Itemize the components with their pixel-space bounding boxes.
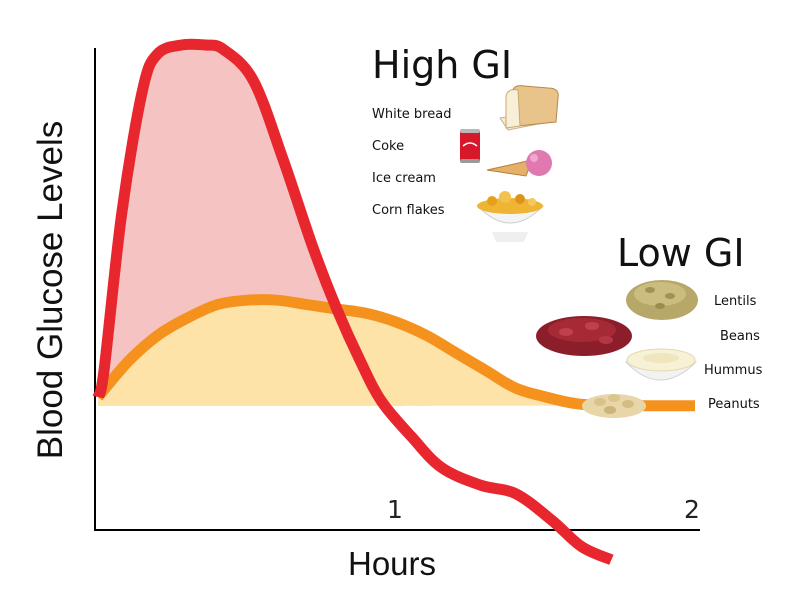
peanuts-pile-icon <box>582 394 646 418</box>
food-label-hummus: Hummus <box>704 363 763 378</box>
high-gi-legend: High GI White bread Coke Ice cream Corn … <box>372 43 559 242</box>
low-gi-title: Low GI <box>617 231 745 275</box>
coke-can-icon <box>460 129 480 163</box>
lentils-pile-icon <box>626 280 698 320</box>
food-label-lentils: Lentils <box>714 294 757 309</box>
x-tick-label-2: 2 <box>684 495 700 524</box>
y-axis-label: Blood Glucose Levels <box>31 121 70 460</box>
corn-flakes-bowl-icon <box>476 191 545 242</box>
x-tick-label-1: 1 <box>387 495 403 524</box>
low-gi-legend: Low GI Lentils Beans Hummus Peanuts <box>536 231 763 418</box>
beans-pile-icon <box>536 316 632 356</box>
low-gi-area <box>98 299 695 406</box>
hummus-bowl-icon <box>624 348 698 381</box>
high-gi-line <box>92 38 614 565</box>
food-label-corn-flakes: Corn flakes <box>372 203 445 218</box>
x-axis-label: Hours <box>348 545 436 582</box>
food-label-beans: Beans <box>720 329 760 344</box>
high-gi-title: High GI <box>372 43 512 87</box>
food-label-white-bread: White bread <box>372 107 451 122</box>
food-label-ice-cream: Ice cream <box>372 171 436 186</box>
white-bread-icon <box>499 85 559 131</box>
food-label-peanuts: Peanuts <box>708 397 760 412</box>
food-label-coke: Coke <box>372 139 404 154</box>
ice-cream-cone-icon <box>486 150 552 177</box>
